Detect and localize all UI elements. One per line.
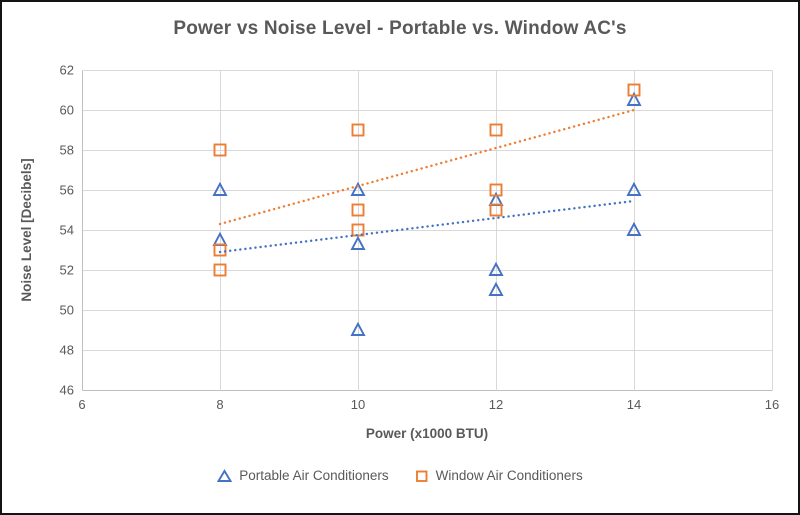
x-axis-title: Power (x1000 BTU) (366, 426, 488, 441)
marker-square (489, 183, 503, 197)
marker-triangle (488, 281, 504, 296)
legend-item-window[interactable]: Window Air Conditioners (415, 468, 583, 483)
x-tick-label: 8 (216, 397, 223, 412)
legend-item-portable[interactable]: Portable Air Conditioners (217, 468, 389, 483)
tick-layer: 46 48 50 52 54 56 58 60 62 6 8 10 12 14 16 (60, 63, 780, 413)
y-axis-title: Noise Level [Decibels] (19, 158, 34, 301)
trendline (218, 199, 636, 254)
x-tick-label: 10 (351, 397, 365, 412)
legend-label-window: Window Air Conditioners (435, 468, 583, 483)
marker-triangle (350, 321, 366, 336)
marker-square (351, 123, 365, 137)
y-tick-label: 60 (60, 103, 74, 118)
y-tick-label: 58 (60, 143, 74, 158)
grid-layer (82, 70, 773, 391)
trendline (218, 108, 636, 226)
marker-triangle (488, 261, 504, 276)
data-layer (212, 83, 642, 336)
y-tick-label: 62 (60, 63, 74, 78)
legend: Portable Air Conditioners Window Air Con… (2, 468, 798, 483)
marker-square (213, 143, 227, 157)
marker-square (351, 223, 365, 237)
x-tick-label: 14 (627, 397, 641, 412)
marker-triangle (212, 181, 228, 196)
marker-square (213, 263, 227, 277)
x-tick-label: 16 (765, 397, 779, 412)
y-tick-label: 48 (60, 343, 74, 358)
x-tick-label: 12 (489, 397, 503, 412)
marker-triangle (626, 181, 642, 196)
marker-square (213, 243, 227, 257)
marker-triangle (626, 221, 642, 236)
y-tick-label: 54 (60, 223, 74, 238)
triangle-marker-icon (217, 468, 233, 482)
marker-square (489, 123, 503, 137)
x-tick-label: 6 (78, 397, 85, 412)
marker-triangle (350, 181, 366, 196)
marker-triangle (350, 235, 366, 250)
chart-title: Power vs Noise Level - Portable vs. Wind… (173, 18, 627, 39)
y-tick-label: 50 (60, 303, 74, 318)
y-tick-label: 46 (60, 383, 74, 398)
y-tick-label: 56 (60, 183, 74, 198)
marker-triangle (626, 91, 642, 106)
legend-label-portable: Portable Air Conditioners (239, 468, 389, 483)
marker-square (627, 83, 641, 97)
y-tick-label: 52 (60, 263, 74, 278)
square-marker-icon (415, 470, 428, 482)
marker-square (489, 203, 503, 217)
marker-square (351, 203, 365, 217)
